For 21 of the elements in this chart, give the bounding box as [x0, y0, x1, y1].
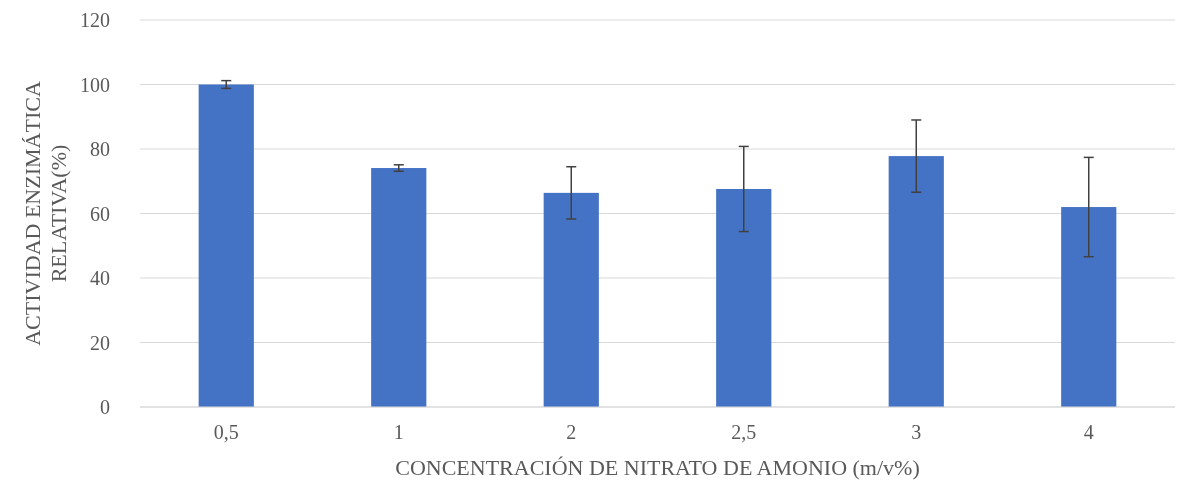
- bar: [371, 168, 427, 407]
- y-axis-title: ACTIVIDAD ENZIMÁTICA RELATIVA(%): [20, 81, 71, 346]
- bar: [888, 156, 944, 407]
- x-tick-label: 4: [1083, 421, 1094, 443]
- x-tick-label: 2: [566, 421, 577, 443]
- bar: [198, 84, 254, 407]
- x-tick-label: 3: [911, 421, 922, 443]
- y-tick-label: 120: [80, 9, 110, 31]
- x-tick-label: 1: [393, 421, 404, 443]
- x-axis-title: CONCENTRACIÓN DE NITRATO DE AMONIO (m/v%): [395, 455, 920, 480]
- y-tick-label: 80: [90, 138, 110, 160]
- x-tick-label: 0,5: [213, 421, 239, 443]
- y-tick-label: 100: [80, 73, 110, 96]
- y-tick-label: 40: [90, 267, 110, 289]
- bar: [543, 192, 599, 407]
- y-tick-label: 60: [90, 202, 110, 225]
- y-tick-label: 20: [90, 331, 110, 354]
- x-tick-label: 2,5: [731, 421, 757, 443]
- bar: [1061, 207, 1117, 407]
- y-tick-label: 0: [100, 396, 110, 418]
- bar: [716, 188, 772, 407]
